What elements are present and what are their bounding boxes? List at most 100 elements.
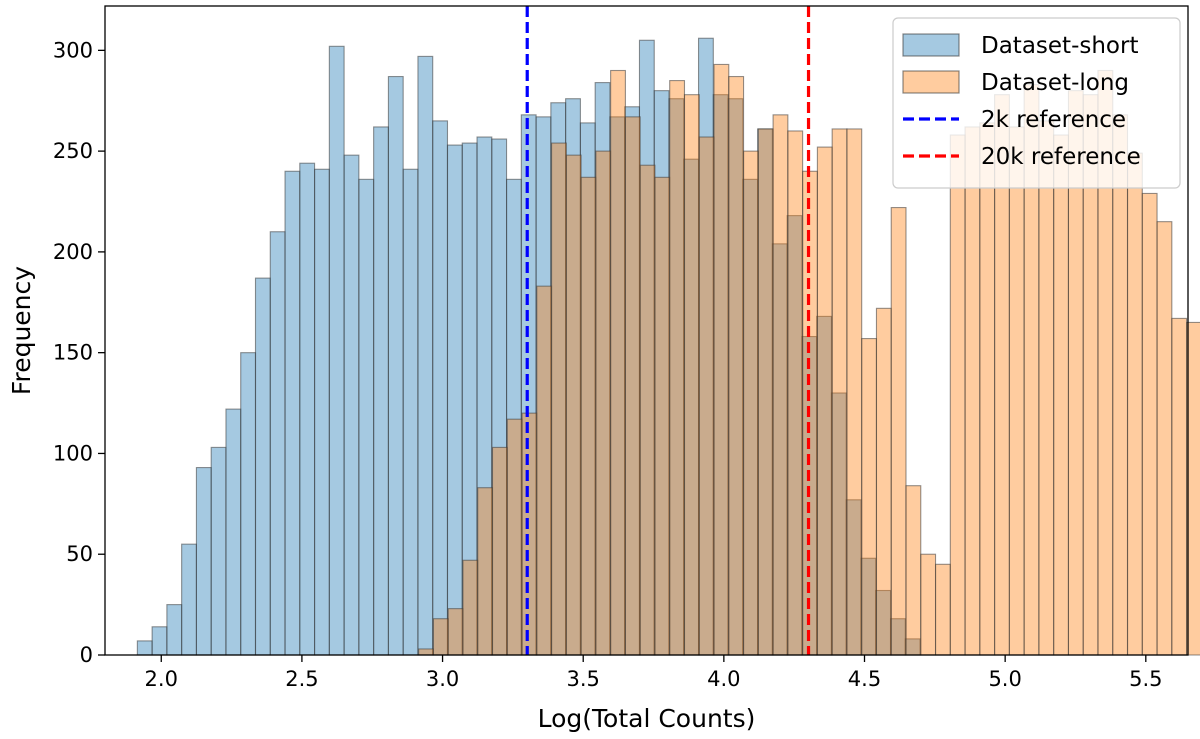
bar-short-5 [210,446,227,656]
x-tick-label: 2.0 [145,667,178,691]
bar-long-17 [669,80,686,656]
y-tick-label: 200 [53,240,93,264]
bar-long-14 [624,116,641,656]
bar-short-10 [284,170,301,656]
bar-long-30 [861,338,878,656]
x-tick-label: 2.5 [285,667,318,691]
plot-frame [104,5,1189,656]
bar-long-22 [742,150,759,656]
y-tick-label: 50 [66,542,93,566]
bar-long-36 [949,134,966,656]
bar-long-3 [462,559,479,656]
bar-long-49 [1141,192,1158,656]
x-tick-label: 4.5 [848,667,881,691]
bar-long-9 [551,142,567,656]
bar-long-31 [875,307,892,656]
bar-short-6 [225,408,242,656]
bar-short-13 [328,45,345,656]
y-tick-label: 150 [53,341,93,365]
x-axis-title: Log(Total Counts) [538,704,756,733]
bar-long-8 [536,285,553,656]
bar-long-38 [979,122,996,656]
bar-long-23 [757,128,774,656]
bar-long-0 [418,648,434,656]
bar-long-25 [787,130,804,656]
bar-long-52 [1186,321,1200,656]
bar-short-18 [402,168,419,656]
reference-lines [525,6,811,655]
bar-short-2 [166,604,183,656]
bar-long-6 [506,418,523,656]
bar-long-50 [1156,221,1173,656]
bar-long-18 [683,94,700,656]
bar-long-21 [728,75,745,656]
bar-short-19 [417,55,434,656]
bar-long-20 [713,63,730,656]
y-tick-label: 300 [53,38,93,62]
legend-swatch [902,33,960,57]
legend-label: 2k reference [981,107,1126,133]
bar-short-12 [314,168,330,656]
legend-label: 20k reference [981,144,1141,170]
y-tick-label: 100 [53,441,93,465]
bar-short-11 [299,162,316,656]
y-axis-ticks: 0 50 100 150 200 250 300 [53,38,105,667]
x-tick-label: 5.0 [988,667,1021,691]
x-tick-label: 3.0 [426,667,459,691]
bar-long-32 [890,207,907,656]
bar-long-2 [447,608,464,656]
bar-long-13 [610,69,626,656]
bar-long-33 [905,485,922,656]
legend-box [892,17,1181,189]
bar-short-1 [151,626,168,656]
x-tick-label: 5.5 [1129,667,1162,691]
legend-swatch [902,70,960,94]
bar-long-37 [964,126,981,656]
x-axis-ticks: 2.0 2.5 3.0 3.5 4.0 4.5 5.0 5.5 [145,655,1163,691]
bar-short-15 [358,178,375,656]
bar-long-42 [1038,120,1055,656]
bar-short-0 [136,640,153,656]
bar-long-51 [1171,317,1188,656]
bar-short-8 [254,277,271,656]
bar-long-7 [521,412,538,656]
bar-long-35 [934,563,951,656]
bar-short-17 [387,75,404,656]
bar-short-9 [269,231,286,656]
y-tick-label: 250 [53,139,93,163]
bar-short-4 [195,467,212,656]
bar-long-10 [565,154,582,656]
bar-long-28 [831,128,848,656]
bar-short-14 [343,154,360,656]
legend: Dataset-short Dataset-long 2k reference 20k… [892,17,1181,189]
bar-long-24 [772,114,789,656]
bar-short-16 [373,126,389,656]
bar-long-29 [846,128,863,656]
x-tick-label: 4.0 [707,667,740,691]
bar-long-34 [920,553,937,656]
bar-short-21 [446,144,463,656]
bar-long-27 [816,146,833,656]
bar-long-48 [1126,152,1143,656]
bar-short-3 [181,543,197,656]
series-dataset-long-bars [418,63,1200,656]
bar-short-7 [240,352,257,656]
legend-label: Dataset-short [981,33,1138,59]
bar-long-16 [654,176,671,656]
bar-long-40 [1008,126,1025,656]
legend-label: Dataset-long [981,70,1129,96]
y-tick-label: 0 [80,643,93,667]
y-axis-title: Frequency [7,266,36,395]
bar-long-5 [491,446,508,656]
bar-long-43 [1053,134,1069,656]
x-tick-label: 3.5 [567,667,600,691]
bar-long-19 [698,136,715,656]
bar-long-4 [477,487,494,656]
bar-short-20 [432,120,449,656]
bar-long-15 [639,164,656,656]
bar-long-12 [595,150,612,656]
bar-long-1 [432,618,449,656]
bar-long-47 [1112,114,1129,656]
bar-long-11 [580,176,597,656]
